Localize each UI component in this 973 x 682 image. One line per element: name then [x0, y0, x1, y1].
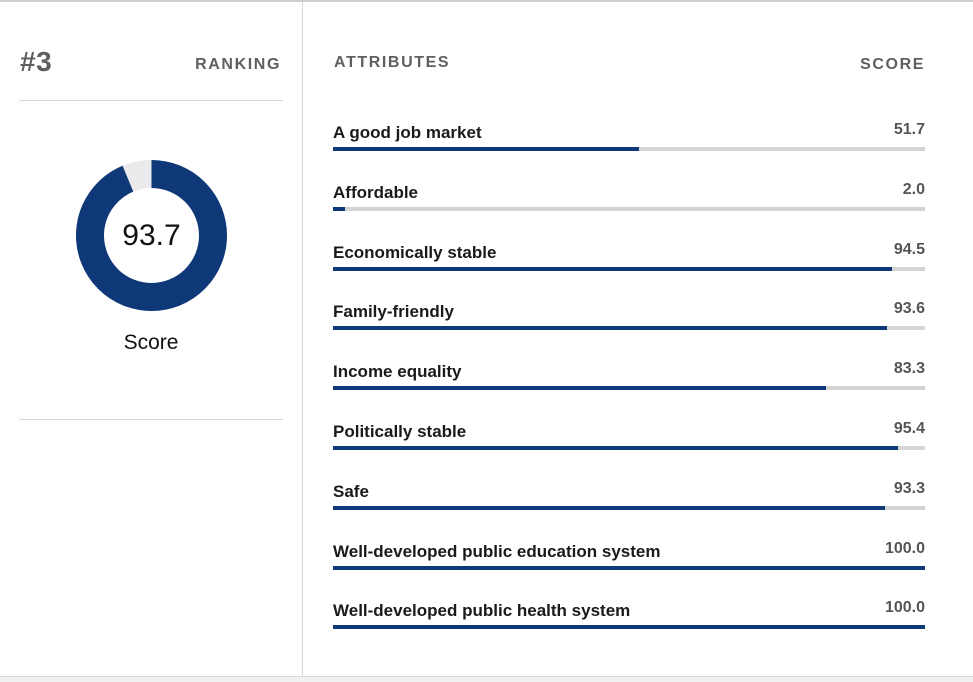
attribute-score: 95.4 — [893, 420, 925, 437]
attribute-row: Income equality 83.3 — [333, 360, 925, 422]
attribute-bar-track — [333, 565, 925, 570]
attribute-label: Politically stable — [333, 422, 467, 441]
attribute-bar-track — [333, 386, 925, 391]
attribute-row: Economically stable 94.5 — [333, 240, 925, 303]
attribute-score: 100.0 — [884, 539, 925, 557]
attribute-bar-track — [333, 266, 925, 271]
attribute-score: 83.3 — [893, 360, 925, 378]
overall-score-caption: Score — [123, 331, 179, 354]
attribute-label: Affordable — [333, 182, 418, 202]
attribute-bar-track — [333, 446, 925, 450]
attribute-bar-fill — [333, 446, 898, 450]
attribute-score: 93.6 — [893, 300, 925, 318]
attribute-bar-fill — [333, 625, 925, 630]
ranking-panel: #3 RANKING 93.7 Score — [0, 2, 303, 676]
attribute-bar-fill — [333, 505, 886, 510]
attribute-bar-fill — [333, 386, 827, 391]
bottom-border — [0, 676, 973, 682]
attribute-score: 2.0 — [902, 180, 925, 198]
attribute-bar-track — [333, 206, 925, 211]
attribute-bar-fill — [333, 565, 925, 570]
attribute-bar-track — [333, 326, 925, 331]
rank-number: #3 — [20, 46, 53, 77]
attributes-panel: ATTRIBUTES SCORE A good job market 51.7 Af… — [304, 2, 973, 676]
attribute-row: Affordable 2.0 — [333, 180, 925, 243]
ranking-divider-bottom — [19, 419, 283, 420]
score-header: SCORE — [860, 56, 925, 73]
attribute-bar-track — [333, 147, 925, 151]
attribute-label: Well-developed public health system — [333, 601, 631, 621]
attribute-label: Safe — [333, 481, 369, 501]
attribute-bar-fill — [333, 326, 888, 331]
ranking-label: RANKING — [195, 56, 281, 73]
attribute-row: Well-developed public health system 100.0 — [333, 599, 925, 661]
attribute-bar-fill — [333, 266, 893, 271]
attribute-bar-fill — [333, 206, 345, 211]
attribute-bar-fill — [333, 147, 640, 151]
attribute-score: 51.7 — [893, 121, 925, 138]
attribute-row: Politically stable 95.4 — [333, 420, 925, 482]
attribute-score: 94.5 — [893, 240, 925, 258]
overall-score-value: 93.7 — [122, 219, 181, 252]
attributes-header: ATTRIBUTES — [334, 54, 451, 71]
attribute-row: A good job market 51.7 — [333, 121, 925, 183]
donut-fill — [76, 160, 227, 311]
attribute-score: 93.3 — [893, 479, 925, 497]
attribute-label: Economically stable — [333, 242, 497, 262]
attribute-row: Well-developed public education system 10… — [333, 539, 925, 602]
top-border — [0, 0, 973, 2]
score-donut-chart — [76, 160, 227, 311]
ranking-divider-top — [19, 100, 283, 101]
attribute-row: Family-friendly 93.6 — [333, 300, 925, 362]
attribute-score: 100.0 — [884, 599, 925, 617]
attribute-bar-track — [333, 505, 925, 510]
attribute-label: Well-developed public education system — [333, 541, 661, 561]
attribute-label: Family-friendly — [333, 302, 454, 322]
attribute-label: Income equality — [333, 362, 462, 382]
attribute-label: A good job market — [333, 123, 482, 142]
attribute-row: Safe 93.3 — [333, 479, 925, 542]
attribute-bar-track — [333, 625, 925, 630]
